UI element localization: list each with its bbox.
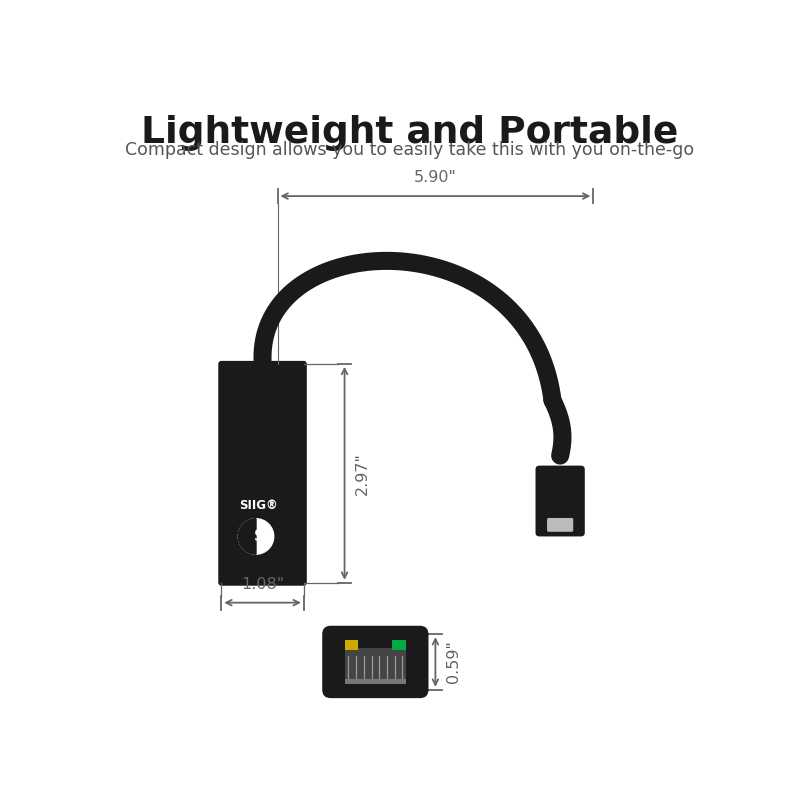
FancyBboxPatch shape [535, 466, 585, 537]
Text: SIIG®: SIIG® [239, 499, 278, 512]
Text: Compact design allows you to easily take this with you on-the-go: Compact design allows you to easily take… [126, 141, 694, 158]
Text: 5.90": 5.90" [414, 170, 457, 186]
Text: 2.97": 2.97" [355, 452, 370, 494]
Bar [345, 640, 358, 650]
Text: 1.08": 1.08" [241, 577, 284, 592]
Bar [345, 679, 406, 683]
Polygon shape [238, 518, 256, 554]
FancyBboxPatch shape [218, 361, 307, 586]
FancyBboxPatch shape [547, 518, 574, 532]
FancyBboxPatch shape [322, 626, 429, 698]
Text: S: S [254, 529, 265, 544]
Bar [392, 640, 406, 650]
Text: 0.59": 0.59" [446, 641, 461, 683]
Circle shape [238, 518, 274, 554]
Bar [345, 648, 406, 683]
Text: Lightweight and Portable: Lightweight and Portable [142, 115, 678, 151]
